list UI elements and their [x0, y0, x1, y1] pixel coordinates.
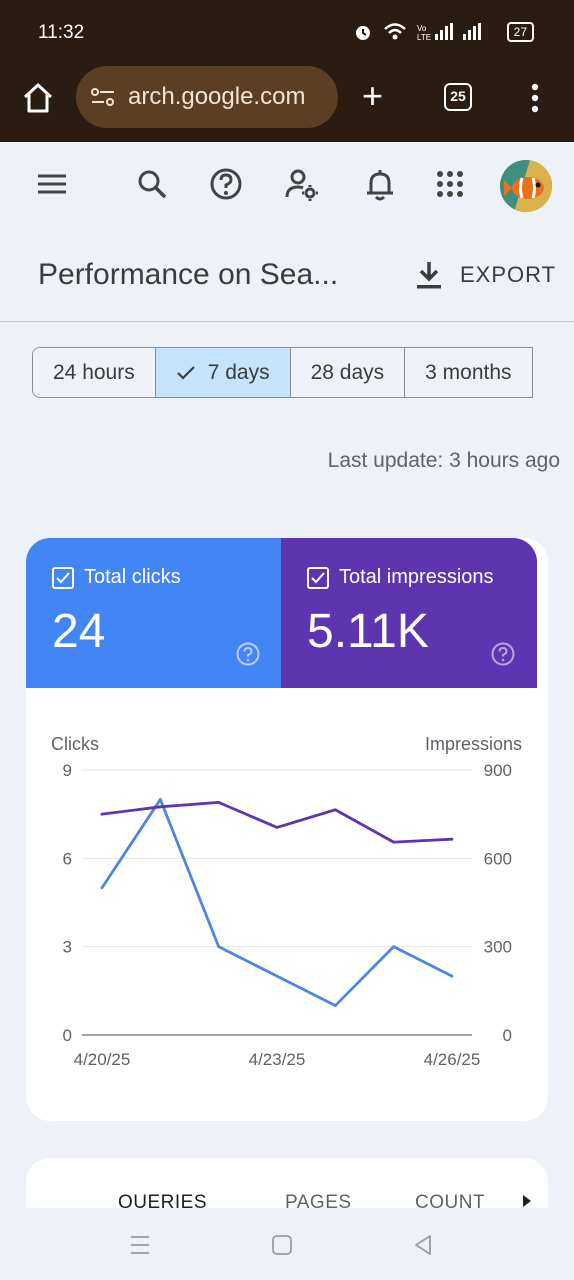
home-nav-icon[interactable]: [271, 1234, 293, 1256]
tab-countries[interactable]: COUNT: [415, 1192, 486, 1213]
data-point-clicks: [333, 1004, 337, 1007]
data-point-impressions: [450, 837, 454, 841]
data-point-clicks: [158, 798, 162, 801]
right-tick-label: 600: [484, 849, 512, 868]
system-nav-bar: [0, 1208, 574, 1280]
svg-text:LTE: LTE: [417, 33, 431, 42]
address-bar[interactable]: arch.google.com: [76, 66, 338, 128]
more-vert-icon[interactable]: [527, 82, 543, 114]
data-point-impressions: [158, 805, 162, 809]
left-tick-label: 6: [63, 849, 72, 868]
check-icon: [176, 365, 195, 380]
help-circle-icon[interactable]: [236, 642, 260, 666]
total-clicks-metric[interactable]: Total clicks 24: [26, 538, 282, 688]
left-axis-title: Clicks: [51, 734, 99, 754]
performance-card: Total clicks 24 Total impressions 5.11K …: [26, 538, 548, 1121]
x-tick-label: 4/26/25: [424, 1050, 481, 1069]
total-impressions-metric[interactable]: Total impressions 5.11K: [281, 538, 537, 688]
data-point-clicks: [275, 974, 279, 978]
data-point-impressions: [100, 812, 104, 816]
right-tick-label: 0: [503, 1026, 512, 1045]
help-icon[interactable]: [208, 166, 244, 202]
range-option-3-months[interactable]: 3 months: [405, 348, 533, 397]
apps-grid-icon[interactable]: [432, 166, 468, 202]
notifications-icon[interactable]: [362, 166, 398, 202]
account-avatar[interactable]: [500, 160, 552, 212]
metric-value: 5.11K: [307, 605, 429, 658]
tab-pages[interactable]: PAGES: [285, 1192, 352, 1213]
menu-icon[interactable]: [34, 166, 70, 202]
data-point-impressions: [275, 826, 279, 829]
range-option-7-days[interactable]: 7 days: [155, 348, 291, 397]
alarm-icon: [355, 26, 370, 40]
series-line-clicks: [100, 798, 453, 1007]
data-point-clicks: [100, 886, 104, 890]
page-header: Performance on Sea... EXPORT: [0, 232, 574, 322]
app-toolbar: [0, 142, 574, 232]
clownfish-avatar-icon: [500, 160, 552, 212]
left-tick-label: 3: [63, 938, 72, 957]
status-bar: 11:32 Vo LTE 27: [0, 0, 574, 66]
status-icons: Vo LTE 27: [353, 22, 534, 42]
url-text: arch.google.com: [128, 83, 306, 110]
x-tick-label: 4/20/25: [74, 1050, 131, 1069]
scroll-right-icon[interactable]: [522, 1195, 532, 1207]
tab-queries[interactable]: QUERIES: [118, 1192, 208, 1213]
data-point-clicks: [392, 945, 396, 949]
search-icon[interactable]: [134, 166, 170, 202]
metric-label: Total clicks: [84, 566, 181, 588]
data-point-impressions: [217, 800, 221, 804]
line-chart: 0 0 3 300 6 600 9 900 4/20/25 4/23/25 4/26/25: [63, 761, 512, 1069]
download-icon: [417, 262, 441, 289]
checkbox-icon[interactable]: [307, 566, 329, 589]
checkbox-icon[interactable]: [52, 566, 74, 589]
browser-toolbar: arch.google.com + 25: [0, 66, 574, 142]
new-tab-button[interactable]: +: [362, 75, 384, 116]
metric-label: Total impressions: [339, 566, 494, 588]
page-title: Performance on Sea...: [38, 258, 339, 291]
right-tick-label: 900: [484, 761, 512, 780]
metric-value: 24: [52, 605, 106, 658]
svg-text:Vo: Vo: [417, 24, 427, 33]
right-axis-title: Impressions: [424, 734, 522, 754]
back-nav-icon[interactable]: [412, 1234, 434, 1256]
battery-level: 27: [506, 22, 534, 42]
left-tick-label: 0: [63, 1026, 72, 1045]
data-point-impressions: [333, 808, 337, 812]
site-settings-icon[interactable]: [90, 86, 116, 108]
last-update-text: Last update: 3 hours ago: [327, 449, 560, 472]
export-button[interactable]: EXPORT: [416, 260, 556, 290]
left-tick-label: 9: [63, 761, 72, 780]
tab-switcher-button[interactable]: 25: [444, 83, 472, 111]
data-point-impressions: [392, 840, 396, 844]
manage-users-icon[interactable]: [284, 166, 320, 202]
series-line-impressions: [101, 800, 453, 844]
help-circle-icon[interactable]: [491, 642, 515, 666]
recent-apps-icon[interactable]: [129, 1234, 151, 1256]
right-tick-label: 300: [484, 938, 512, 957]
export-label: EXPORT: [460, 262, 557, 287]
home-icon[interactable]: [20, 80, 56, 116]
performance-chart: Clicks Impressions 0 0 3 300 6 600 9 900 4/20/25…: [26, 728, 548, 1088]
status-time: 11:32: [38, 22, 85, 43]
data-point-clicks: [450, 974, 454, 978]
wifi-icon: [383, 23, 406, 40]
range-option-28-days[interactable]: 28 days: [290, 348, 406, 397]
data-point-clicks: [217, 945, 221, 949]
x-tick-label: 4/23/25: [249, 1050, 306, 1069]
range-option-24-hours[interactable]: 24 hours: [33, 348, 156, 397]
date-range-selector: 24 hours 7 days 28 days 3 months: [32, 347, 533, 398]
